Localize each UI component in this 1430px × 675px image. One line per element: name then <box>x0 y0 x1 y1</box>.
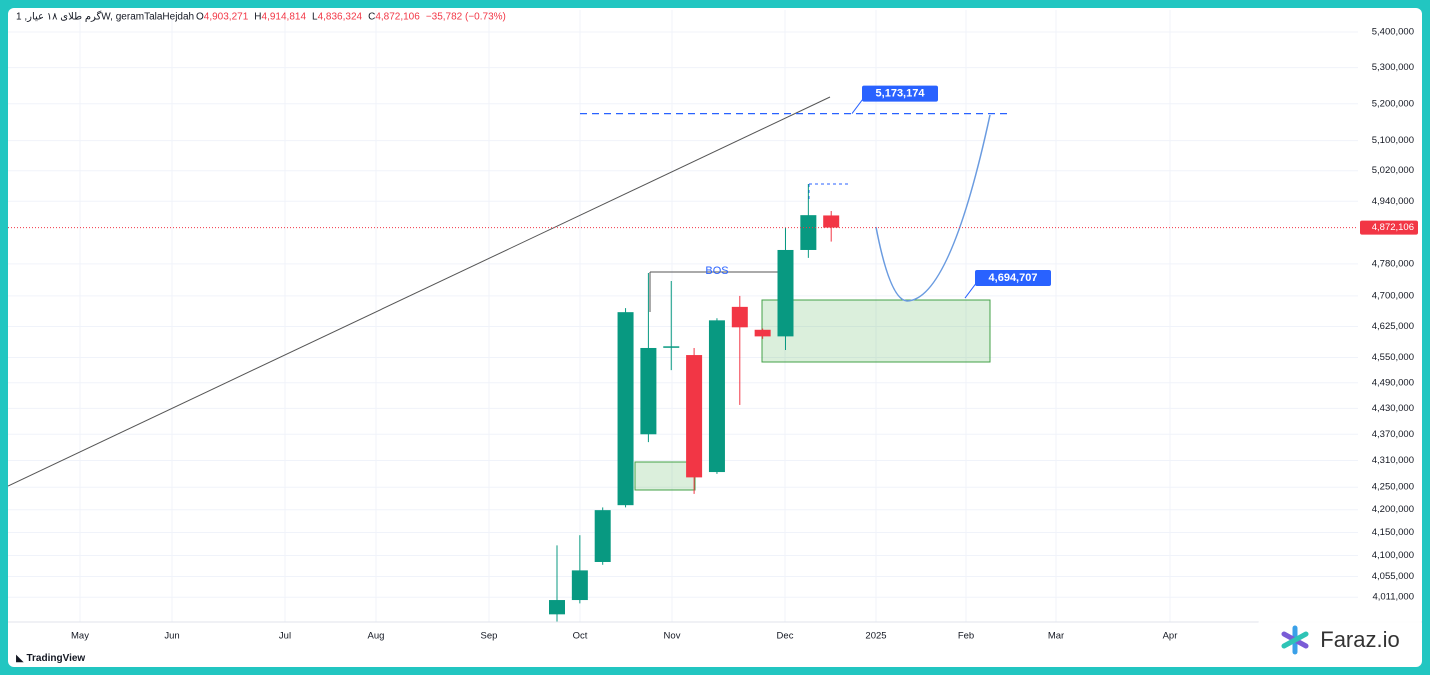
ohlc-change: −35,782 (−0.73%) <box>426 12 506 23</box>
y-tick-label: 4,550,000 <box>1372 352 1414 363</box>
y-tick-label: 4,780,000 <box>1372 258 1414 269</box>
ohlc-h_key: H <box>254 12 261 23</box>
candle-body <box>571 570 588 601</box>
trend-line <box>8 96 831 487</box>
y-tick-label: 4,310,000 <box>1372 455 1414 466</box>
chart-frame: BOS 4,872,106 5,173,174 4,694,707 گرم طلای… <box>8 8 1422 667</box>
last-price-label: 4,872,106 <box>1372 222 1414 233</box>
x-tick-label: Dec <box>777 631 794 642</box>
brand-text: TradingView <box>26 653 86 664</box>
ohlc-open: 4,903,271 <box>204 12 249 23</box>
projection-curve <box>875 114 991 302</box>
y-tick-label: 4,250,000 <box>1372 482 1414 493</box>
chart: BOS 4,872,106 5,173,174 4,694,707 گرم طلای… <box>8 10 1422 642</box>
y-tick-label: 5,100,000 <box>1372 135 1414 146</box>
y-tick-label: 4,625,000 <box>1372 321 1414 332</box>
x-tick-label: Nov <box>664 631 681 642</box>
ohlc-l_key: L <box>312 12 318 23</box>
level-tag <box>975 270 1051 287</box>
candle-body <box>708 320 725 473</box>
watermark: Faraz.io <box>1258 617 1422 663</box>
ohlc-low: 4,836,324 <box>318 12 363 23</box>
y-tick-label: 5,400,000 <box>1372 27 1414 38</box>
candle-body <box>617 312 634 506</box>
candle-body <box>800 215 817 250</box>
symbol: گرم طلای ۱۸ عیار, 1W, geramTalaHejdah <box>16 11 194 23</box>
y-tick-label: 5,020,000 <box>1372 165 1414 176</box>
ohlc-o_key: O <box>196 12 204 23</box>
candle-body <box>686 355 703 478</box>
y-tick-label: 4,200,000 <box>1372 504 1414 515</box>
y-tick-label: 5,300,000 <box>1372 62 1414 73</box>
y-tick-label: 4,430,000 <box>1372 403 1414 414</box>
y-tick-label: 4,490,000 <box>1372 377 1414 388</box>
y-tick-label: 5,200,000 <box>1372 98 1414 109</box>
y-tick-label: 4,370,000 <box>1372 429 1414 440</box>
ohlc-close: 4,872,106 <box>375 12 420 23</box>
candle-body <box>549 600 565 615</box>
x-tick-label: Feb <box>958 631 974 642</box>
watermark-text: Faraz.io <box>1320 627 1400 652</box>
x-tick-label: Mar <box>1048 631 1064 642</box>
level-tag <box>862 85 938 102</box>
x-tick-label: Apr <box>1163 631 1178 642</box>
x-tick-label: Jul <box>279 631 291 642</box>
y-tick-label: 4,700,000 <box>1372 290 1414 301</box>
bos-label: BOS <box>705 265 728 277</box>
x-tick-label: May <box>71 631 89 642</box>
x-tick-label: Sep <box>481 631 498 642</box>
last-price-tag <box>1360 220 1418 235</box>
candle-body <box>823 215 840 228</box>
watermark-logo <box>1281 625 1309 655</box>
y-tick-label: 4,055,000 <box>1372 571 1414 582</box>
candle-body <box>777 249 794 337</box>
x-tick-label: Jun <box>164 631 179 642</box>
candle-body <box>731 306 748 328</box>
demand-zone <box>761 299 991 363</box>
level-label: 5,173,174 <box>876 88 926 100</box>
y-tick-label: 4,150,000 <box>1372 527 1414 538</box>
ohlc-c_key: C <box>368 12 375 23</box>
candle-body <box>663 346 680 348</box>
y-tick-label: 4,940,000 <box>1372 196 1414 207</box>
level-label: 4,694,707 <box>989 272 1038 284</box>
x-tick-label: 2025 <box>865 631 886 642</box>
ohlc-high: 4,914,814 <box>262 12 307 23</box>
x-tick-label: Aug <box>368 631 385 642</box>
candle-body <box>594 510 611 562</box>
candle-body <box>754 329 771 337</box>
brand: ◣ TradingView <box>16 653 86 664</box>
candle-body <box>640 347 657 435</box>
demand-zone <box>634 461 696 491</box>
y-tick-label: 4,011,000 <box>1372 592 1414 603</box>
x-tick-label: Oct <box>573 631 588 642</box>
y-tick-label: 4,100,000 <box>1372 550 1414 561</box>
